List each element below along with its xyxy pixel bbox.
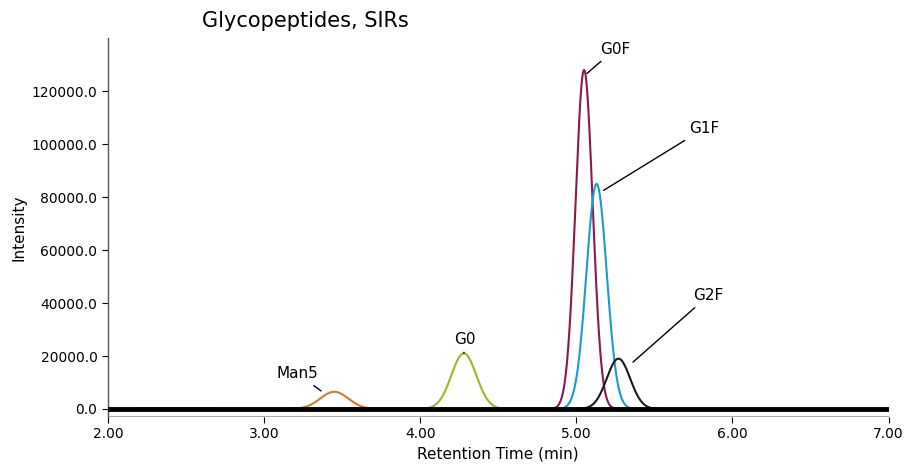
- Text: Man5: Man5: [276, 366, 321, 391]
- Y-axis label: Intensity: Intensity: [11, 194, 27, 261]
- Text: G0F: G0F: [587, 42, 630, 73]
- Text: G1F: G1F: [604, 121, 719, 190]
- X-axis label: Retention Time (min): Retention Time (min): [417, 447, 579, 462]
- Text: Glycopeptides, SIRs: Glycopeptides, SIRs: [201, 11, 408, 31]
- Text: G2F: G2F: [633, 288, 724, 362]
- Text: G0: G0: [455, 332, 476, 353]
